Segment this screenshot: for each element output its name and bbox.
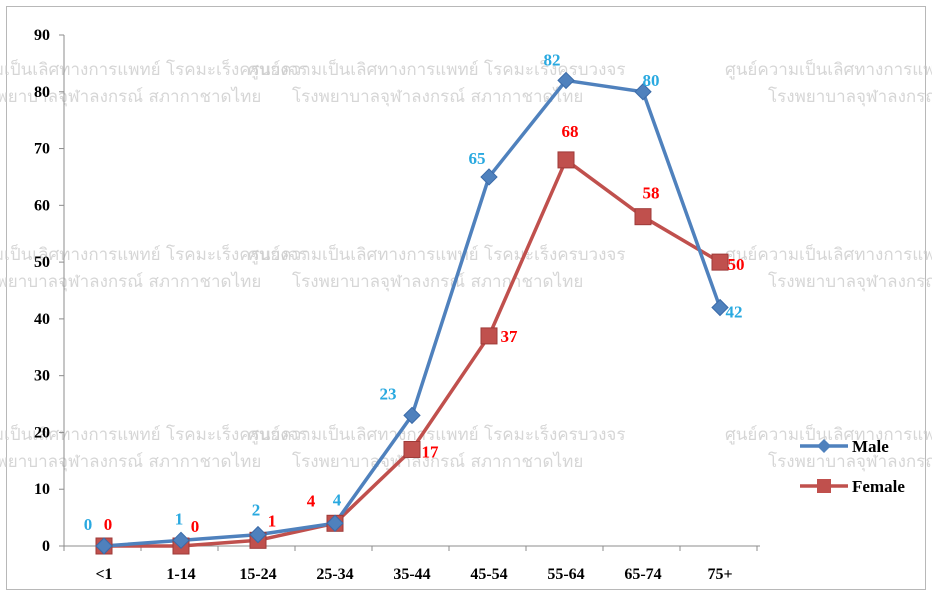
marker-male xyxy=(403,406,421,425)
y-tick-label: 70 xyxy=(34,141,50,158)
data-label-female: 37 xyxy=(501,327,519,346)
data-label-male: 4 xyxy=(333,490,342,509)
watermark-line-1: ศูนย์ความเป็นเลิศทางการแพทย์ โรคมะเร็งคร… xyxy=(248,243,626,265)
x-tick-label: 55-64 xyxy=(547,566,584,583)
marker-male xyxy=(557,71,575,90)
data-label-female: 17 xyxy=(422,442,440,461)
marker-female xyxy=(711,253,729,271)
y-tick-label: 0 xyxy=(42,538,50,555)
x-tick-label: 65-74 xyxy=(624,566,661,583)
legend: Male Female xyxy=(800,437,905,496)
y-tick-label: 40 xyxy=(34,311,50,328)
data-label-male: 65 xyxy=(469,149,486,168)
data-label-female: 68 xyxy=(562,122,579,141)
y-tick-label: 30 xyxy=(34,368,50,385)
watermark-layer: ศูนย์ความเป็นเลิศทางการแพทย์ โรคมะเร็งคร… xyxy=(0,58,932,472)
x-tick-label: 75+ xyxy=(707,566,732,583)
data-label-female: 4 xyxy=(307,491,316,510)
legend-marker-male xyxy=(817,439,831,453)
watermark-line-1: ศูนย์ความเป็นเลิศทางการแพทย์ โรคมะเร็งคร… xyxy=(725,423,932,445)
watermark-line-2: โรงพยาบาลจุฬาลงกรณ์ สภากาชาดไทย xyxy=(0,86,261,107)
marker-male xyxy=(634,83,652,101)
data-label-female: 50 xyxy=(728,255,745,274)
y-tick-label: 50 xyxy=(34,254,50,271)
legend-marker-female xyxy=(817,479,831,493)
watermark-line-1: ศูนย์ความเป็นเลิศทางการแพทย์ โรคมะเร็งคร… xyxy=(248,58,626,80)
data-label-male: 0 xyxy=(84,515,93,534)
marker-male xyxy=(95,537,113,555)
watermark-line-1: ศูนย์ความเป็นเลิศทางการแพทย์ โรคมะเร็งคร… xyxy=(725,243,932,265)
watermark-line-1: ศูนย์ความเป็นเลิศทางการแพทย์ โรคมะเร็งคร… xyxy=(248,423,626,445)
data-label-male: 82 xyxy=(544,50,561,69)
watermark-line-1: ศูนย์ความเป็นเลิศทางการแพทย์ โรคมะเร็งคร… xyxy=(0,243,308,265)
watermark-line-1: ศูนย์ความเป็นเลิศทางการแพทย์ โรคมะเร็งคร… xyxy=(0,58,308,80)
marker-male xyxy=(711,298,729,317)
series-markers xyxy=(95,71,729,555)
data-label-male: 23 xyxy=(380,384,397,403)
data-label-female: 0 xyxy=(104,515,113,534)
x-tick-label: 35-44 xyxy=(393,566,430,583)
marker-male xyxy=(172,531,190,550)
watermark-line-2: โรงพยาบาลจุฬาลงกรณ์ สภากาชาดไทย xyxy=(768,271,932,292)
watermark-line-2: โรงพยาบาลจุฬาลงกรณ์ สภากาชาดไทย xyxy=(292,451,583,472)
y-tick-label: 90 xyxy=(34,27,50,44)
watermark-line-2: โรงพยาบาลจุฬาลงกรณ์ สภากาชาดไทย xyxy=(292,271,583,292)
watermark-line-2: โรงพยาบาลจุฬาลงกรณ์ สภากาชาดไทย xyxy=(768,451,932,472)
data-label-female: 1 xyxy=(268,511,277,530)
x-tick-label: <1 xyxy=(95,566,112,583)
marker-male xyxy=(480,168,498,186)
x-tick-label: 45-54 xyxy=(470,566,507,583)
marker-female xyxy=(403,440,421,458)
series-line-male xyxy=(102,78,722,548)
data-label-male: 2 xyxy=(252,501,261,520)
legend-label-male: Male xyxy=(852,437,889,456)
data-label-male: 1 xyxy=(175,509,184,528)
series-line-female xyxy=(102,158,722,548)
x-tick-label: 1-14 xyxy=(166,566,195,583)
marker-female xyxy=(480,327,498,345)
watermark-line-1: ศูนย์ความเป็นเลิศทางการแพทย์ โรคมะเร็งคร… xyxy=(0,423,308,445)
watermark-line-2: โรงพยาบาลจุฬาลงกรณ์ สภากาชาดไทย xyxy=(292,86,583,107)
y-tick-label: 10 xyxy=(34,481,50,498)
chart-frame xyxy=(6,6,926,590)
data-label-male: 80 xyxy=(643,71,660,90)
series-lines xyxy=(102,78,722,548)
marker-female xyxy=(634,208,652,226)
watermark-line-2: โรงพยาบาลจุฬาลงกรณ์ สภากาชาดไทย xyxy=(768,86,932,107)
watermark-line-1: ศูนย์ความเป็นเลิศทางการแพทย์ โรคมะเร็งคร… xyxy=(725,58,932,80)
data-label-female: 58 xyxy=(643,184,660,203)
y-tick-label: 20 xyxy=(34,424,50,441)
marker-male xyxy=(249,525,267,544)
data-label-male: 42 xyxy=(726,303,743,322)
marker-female xyxy=(557,151,575,169)
x-tick-label: 25-34 xyxy=(316,566,353,583)
x-tick-label: 15-24 xyxy=(239,566,276,583)
legend-label-female: Female xyxy=(852,477,905,496)
marker-male xyxy=(326,514,344,532)
data-label-female: 0 xyxy=(191,517,200,536)
watermark-line-2: โรงพยาบาลจุฬาลงกรณ์ สภากาชาดไทย xyxy=(0,451,261,472)
y-tick-label: 60 xyxy=(34,197,50,214)
y-tick-label: 80 xyxy=(34,84,50,101)
watermark-line-2: โรงพยาบาลจุฬาลงกรณ์ สภากาชาดไทย xyxy=(0,271,261,292)
